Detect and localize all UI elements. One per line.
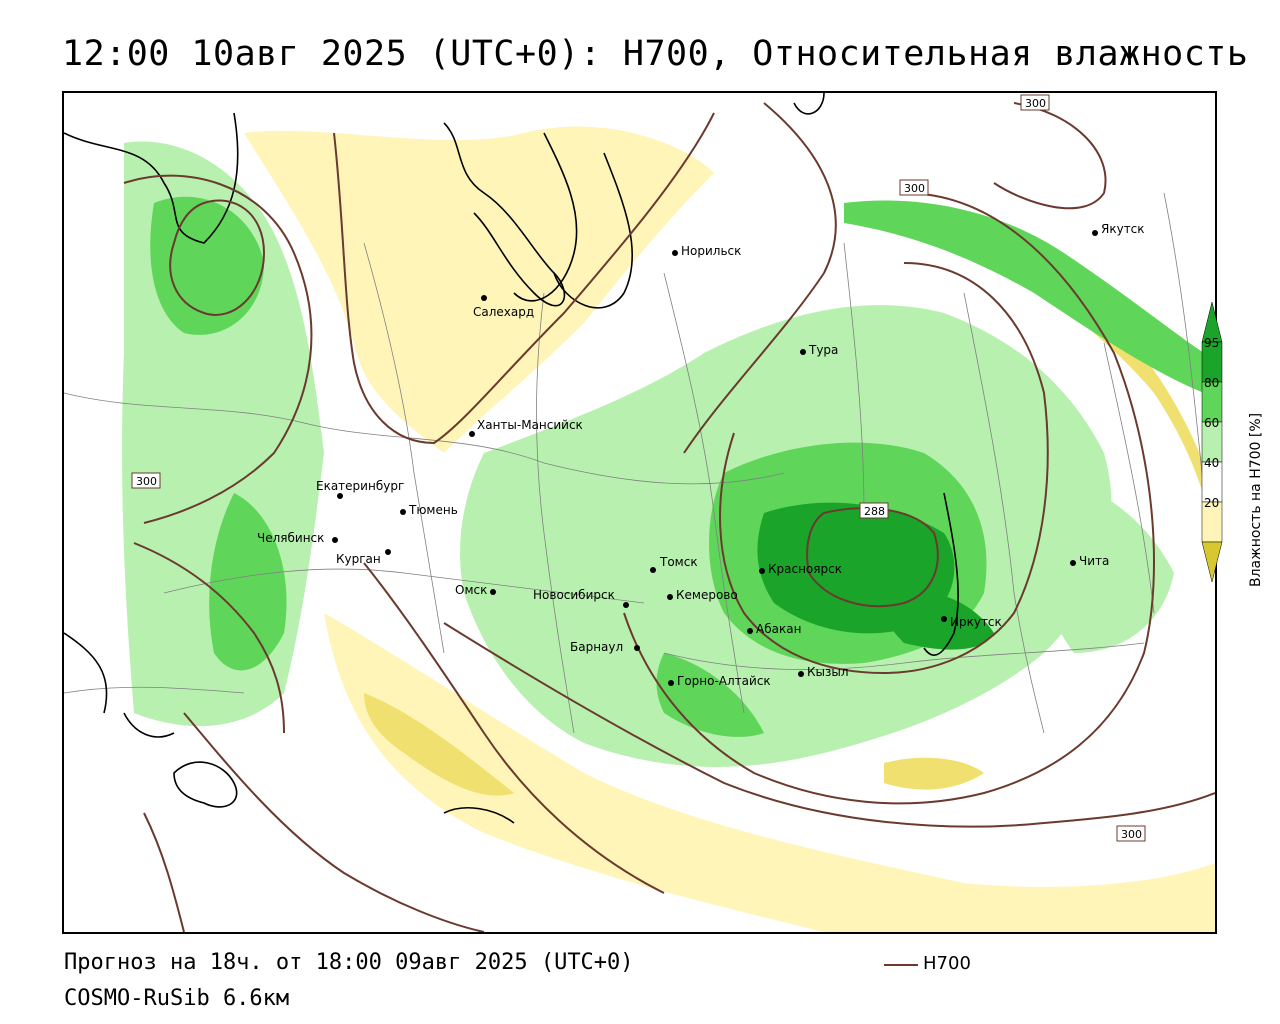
- iso-label-288: 288: [859, 502, 889, 519]
- forecast-caption: Прогноз на 18ч. от 18:00 09авг 2025 (UTC…: [64, 950, 634, 975]
- iso-label-300-ne: 300: [1020, 94, 1050, 111]
- colorbar-tick-80: 80: [1204, 376, 1219, 390]
- city-kyzyl: Кызыл: [798, 665, 849, 679]
- iso-label-300-n: 300: [899, 179, 929, 196]
- dry-area-south: [324, 613, 1215, 932]
- city-yekaterinburg: Екатеринбург: [316, 479, 404, 499]
- moist-area-chita: [1024, 473, 1174, 653]
- isohypse-300-north: [333, 112, 715, 445]
- humidity-map: 300 300 300 288 300 Якутск Норильск: [64, 93, 1215, 932]
- svg-text:Норильск: Норильск: [681, 244, 741, 258]
- coastlines: [64, 93, 959, 824]
- svg-text:Екатеринбург: Екатеринбург: [316, 479, 404, 493]
- city-yakutsk: Якутск: [1092, 222, 1145, 236]
- city-krasnoyarsk: Красноярск: [759, 562, 842, 576]
- svg-text:288: 288: [864, 505, 885, 518]
- city-kemerovo: Кемерово: [667, 588, 738, 602]
- city-irkutsk: Иркутск: [941, 615, 1002, 629]
- svg-text:300: 300: [1025, 97, 1046, 110]
- city-tomsk: Томск: [650, 555, 698, 573]
- humidity-fields: [122, 126, 1215, 932]
- isohypse-300-ne: [993, 102, 1107, 210]
- isohypse-288: [806, 507, 939, 608]
- svg-text:300: 300: [136, 475, 157, 488]
- svg-text:Новосибирск: Новосибирск: [533, 588, 615, 602]
- isohypse-south-3: [143, 812, 185, 932]
- map-title: 12:00 10авг 2025 (UTC+0): H700, Относите…: [62, 34, 1249, 74]
- isohypse-labels: 300 300 300 288 300: [131, 94, 1146, 842]
- isohypse-west-loop: [123, 174, 313, 524]
- svg-text:300: 300: [1121, 828, 1142, 841]
- isohypse-west-2: [133, 542, 285, 734]
- dry-area-north: [244, 126, 714, 453]
- isohypses: [123, 102, 1215, 932]
- isohypse-south-2: [183, 712, 485, 932]
- svg-text:Кемерово: Кемерово: [676, 588, 738, 602]
- city-novosibirsk: Новосибирск: [533, 588, 629, 608]
- isohypse-inner-loop: [719, 262, 1049, 675]
- iso-label-300-se: 300: [1116, 825, 1146, 842]
- city-chita: Чита: [1070, 554, 1109, 568]
- humidity-colorbar: 95 80 60 40 20 Влажность на H700 [%]: [1201, 302, 1264, 587]
- isohypse-big-loop: [623, 192, 1155, 805]
- city-khanty-mansiysk: Ханты-Мансийск: [469, 418, 583, 437]
- dry-patch-south: [364, 693, 514, 796]
- h700-legend-label: H700: [923, 953, 971, 974]
- svg-text:Тура: Тура: [808, 343, 838, 357]
- svg-text:Иркутск: Иркутск: [950, 615, 1002, 629]
- isohypse-northwest: [169, 199, 266, 316]
- city-tura: Тура: [800, 343, 838, 357]
- svg-text:Кызыл: Кызыл: [807, 665, 849, 679]
- city-chelyabinsk: Челябинск: [257, 531, 338, 545]
- city-tyumen: Тюмень: [400, 503, 458, 517]
- moist-area-yakutia: [844, 200, 1204, 393]
- city-norilsk: Норильск: [672, 244, 741, 258]
- colorbar-tick-95: 95: [1204, 336, 1219, 350]
- city-abakan: Абакан: [747, 622, 801, 636]
- svg-text:Ханты-Мансийск: Ханты-Мансийск: [477, 418, 583, 432]
- dry-patch-southeast: [884, 757, 984, 790]
- city-salekhard: Салехард: [473, 295, 534, 319]
- svg-text:Барнаул: Барнаул: [570, 640, 623, 654]
- city-barnaul: Барнаул: [570, 640, 640, 654]
- moist-area-irkutsk: [882, 590, 994, 650]
- map-frame: 300 300 300 288 300 Якутск Норильск: [62, 91, 1217, 934]
- moist-area-ural: [209, 493, 287, 671]
- svg-text:Чита: Чита: [1079, 554, 1109, 568]
- h700-legend-line: [884, 964, 918, 966]
- colorbar-bottom-triangle: [1201, 541, 1223, 583]
- svg-text:Челябинск: Челябинск: [257, 531, 324, 545]
- svg-text:Омск: Омск: [455, 583, 487, 597]
- iso-label-300-w: 300: [131, 472, 161, 489]
- colorbar-tick-20: 20: [1204, 496, 1219, 510]
- svg-text:Горно-Алтайск: Горно-Алтайск: [677, 674, 771, 688]
- isohypse-300-east: [683, 102, 837, 454]
- svg-text:300: 300: [904, 182, 925, 195]
- svg-text:Красноярск: Красноярск: [768, 562, 842, 576]
- colorbar-tick-60: 60: [1204, 416, 1219, 430]
- city-omsk: Омск: [455, 583, 496, 597]
- svg-text:Томск: Томск: [659, 555, 698, 569]
- isohypse-300-se: [443, 622, 1215, 828]
- svg-text:Якутск: Якутск: [1101, 222, 1145, 236]
- city-markers: Якутск Норильск Салехард Тура Ханты-Манс…: [257, 222, 1145, 688]
- svg-text:Салехард: Салехард: [473, 305, 534, 319]
- city-gorno-altaysk: Горно-Алтайск: [668, 674, 771, 688]
- isohypse-south-1: [363, 562, 665, 894]
- admin-borders: [64, 192, 1205, 734]
- city-kurgan: Курган: [336, 549, 391, 566]
- model-caption: COSMO-RuSib 6.6км: [64, 986, 290, 1011]
- svg-text:Абакан: Абакан: [756, 622, 801, 636]
- colorbar-title: Влажность на H700 [%]: [1248, 413, 1264, 587]
- colorbar-tick-40: 40: [1204, 456, 1219, 470]
- svg-text:Курган: Курган: [336, 552, 381, 566]
- svg-text:Тюмень: Тюмень: [408, 503, 458, 517]
